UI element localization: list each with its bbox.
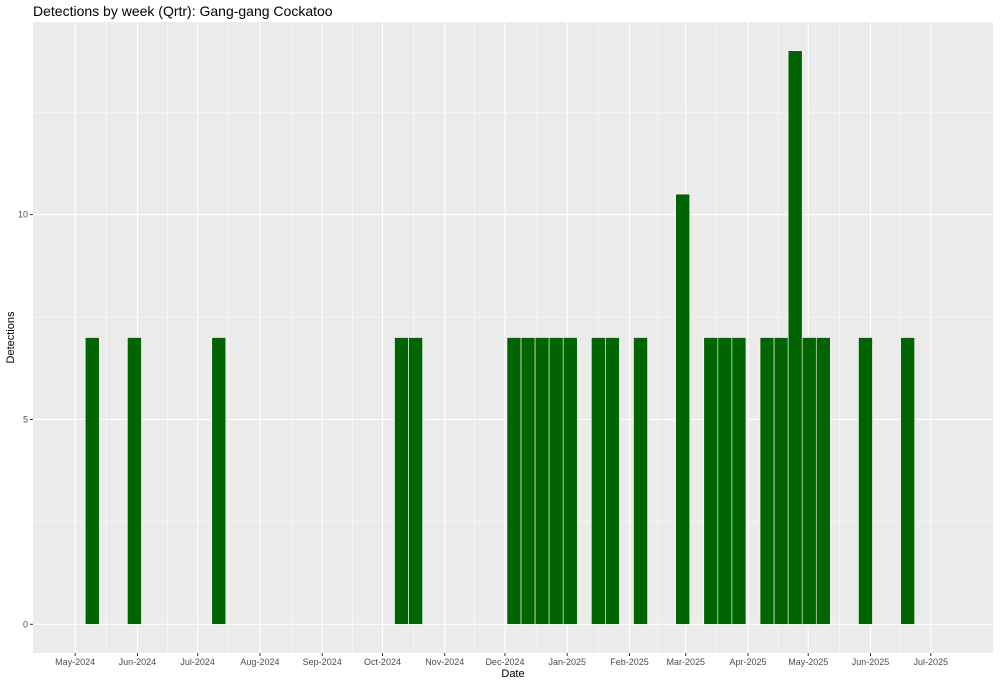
bar [675, 193, 691, 625]
bar [562, 337, 578, 625]
bar [520, 337, 536, 625]
x-tick-label: May-2025 [788, 657, 828, 667]
x-axis: May-2024 Jun-2024 Jul-2024 Aug-2024 Sep-2024… [55, 653, 948, 667]
bar [84, 337, 100, 625]
bar [633, 337, 648, 625]
bar [703, 337, 719, 625]
x-tick-label: Apr-2025 [729, 657, 766, 667]
bar [717, 337, 733, 625]
bar [127, 337, 142, 625]
y-tick-label: 0 [23, 619, 28, 629]
bar [605, 337, 620, 625]
x-axis-title: Date [501, 668, 524, 680]
x-tick-label: Sep-2024 [303, 657, 342, 667]
bar [815, 337, 831, 625]
x-tick-label: Jun-2025 [852, 657, 890, 667]
bar [858, 337, 873, 625]
bar [759, 337, 775, 625]
x-tick-label: Jun-2024 [119, 657, 157, 667]
y-tick-label: 5 [23, 414, 28, 424]
x-tick-label: Aug-2024 [240, 657, 279, 667]
bar [773, 337, 789, 625]
x-tick-label: May-2024 [55, 657, 95, 667]
bar [591, 337, 606, 625]
bars [84, 50, 915, 625]
x-tick-label: Jul-2024 [180, 657, 215, 667]
bar [731, 337, 747, 625]
x-tick-label: Feb-2025 [610, 657, 649, 667]
x-tick-label: Nov-2024 [425, 657, 464, 667]
bar [548, 337, 564, 625]
chart-title: Detections by week (Qrtr): Gang-gang Coc… [33, 3, 333, 19]
x-tick-label: Oct-2024 [364, 657, 401, 667]
bar [211, 337, 227, 625]
bar [787, 50, 803, 625]
y-axis-title: Detections [5, 311, 17, 363]
bar [408, 337, 423, 625]
x-tick-label: Jan-2025 [548, 657, 586, 667]
y-axis: 0 5 10 [18, 210, 33, 629]
y-tick-label: 10 [18, 210, 28, 220]
bar [534, 337, 550, 625]
x-tick-label: Dec-2024 [485, 657, 524, 667]
bar [506, 337, 522, 625]
bar [394, 337, 409, 625]
bar [900, 337, 915, 625]
bar [801, 337, 817, 625]
x-tick-label: Jul-2025 [913, 657, 948, 667]
x-tick-label: Mar-2025 [666, 657, 705, 667]
